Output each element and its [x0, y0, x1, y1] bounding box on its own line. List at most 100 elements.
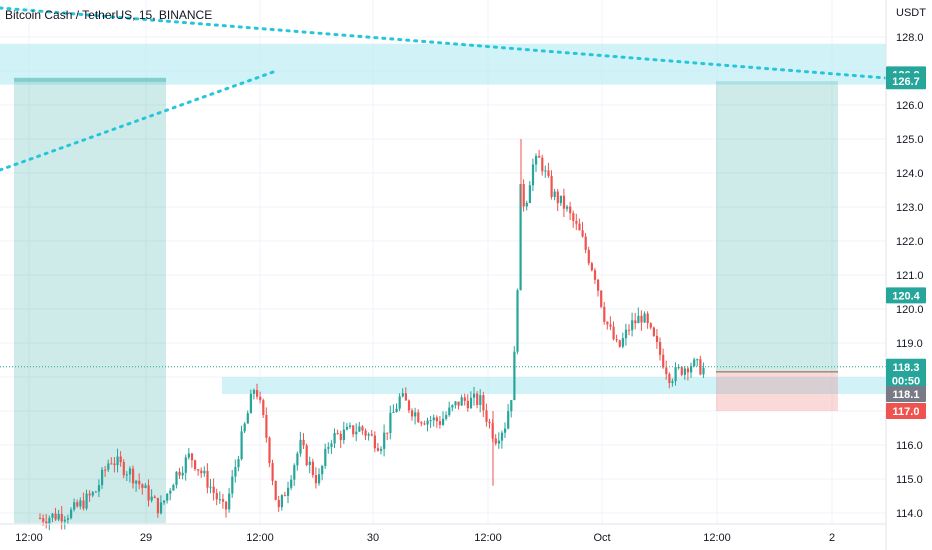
candle-body [411, 410, 414, 417]
candle-body [187, 453, 190, 458]
candle-body [451, 405, 454, 408]
candle-body [668, 373, 671, 384]
candle-body [569, 206, 572, 214]
candle-body [438, 421, 442, 425]
price-tag [886, 372, 926, 389]
candle-body [696, 359, 699, 361]
candle-body [407, 400, 411, 411]
candle-body [401, 393, 404, 397]
candle-body [153, 496, 156, 498]
candle-body [333, 432, 336, 444]
candle-body [330, 443, 333, 447]
candle-body [243, 423, 246, 432]
candle-body [265, 414, 268, 438]
candle-body [287, 487, 290, 496]
candle-body [606, 321, 609, 325]
candle-body [76, 502, 79, 507]
y-tick-label: 124.0 [896, 168, 924, 180]
candle-body [268, 437, 271, 464]
candle-body [240, 431, 243, 460]
long-target-box-right [716, 81, 838, 374]
candle-body [314, 475, 318, 484]
candle-body [215, 492, 218, 500]
y-tick-label: 128.0 [896, 32, 924, 44]
candle-body [249, 393, 252, 414]
y-tick-label: 126.0 [896, 100, 924, 112]
candle-body [290, 479, 293, 488]
candle-body [587, 249, 590, 264]
candle-body [479, 395, 482, 405]
candle-body [370, 434, 373, 436]
candle-body [429, 420, 432, 422]
candle-body [345, 426, 349, 430]
x-tick-label: 29 [140, 532, 152, 544]
candle-body [593, 270, 597, 280]
candle-body [389, 412, 392, 433]
candle-body [361, 426, 364, 431]
candle-body [646, 313, 649, 324]
candle-body [649, 323, 652, 328]
candle-body [541, 157, 544, 172]
candle-body [94, 491, 97, 493]
candle-body [339, 433, 342, 441]
candle-body [615, 339, 618, 341]
candle-body [172, 485, 175, 491]
candle-body [327, 446, 330, 449]
y-tick-label: 120.0 [896, 304, 924, 316]
candle-body [190, 453, 194, 461]
candle-body [256, 389, 259, 397]
candle-body [141, 484, 144, 489]
candle-body [417, 412, 420, 423]
candle-body [454, 401, 457, 406]
y-tick-label: 119.0 [896, 338, 923, 350]
x-tick-label: 30 [367, 532, 379, 544]
x-tick-label: 12:00 [703, 532, 731, 544]
candle-body [225, 501, 228, 510]
candle-body [519, 184, 522, 291]
candle-body [504, 428, 507, 433]
candle-body [395, 408, 398, 413]
price-tag-label: 00:50 [892, 375, 920, 387]
candle-body [308, 461, 311, 466]
candle-body [432, 417, 435, 421]
candle-body [194, 460, 197, 470]
chart-title: Bitcoin Cash / TetherUS, 15, BINANCE [5, 8, 212, 22]
candle-body [45, 521, 48, 524]
price-tag [886, 358, 926, 375]
candle-body [138, 480, 141, 485]
candle-body [640, 315, 643, 323]
candle-body [686, 368, 690, 373]
candle-body [482, 395, 485, 411]
candle-body [135, 480, 138, 484]
candle-body [562, 195, 566, 209]
candle-body [476, 393, 479, 405]
currency-label: USDT [896, 7, 926, 19]
candle-body [144, 485, 147, 489]
candle-body [221, 499, 225, 502]
candle-body [228, 493, 231, 510]
price-tag-label: 120.4 [892, 290, 920, 302]
candle-body [702, 367, 705, 375]
candle-body [398, 396, 401, 409]
candle-body [237, 459, 240, 468]
candle-body [104, 469, 107, 471]
candle-body [435, 417, 438, 422]
candle-body [448, 407, 451, 416]
candle-body [525, 202, 528, 207]
candle-body [643, 313, 646, 323]
candle-body [60, 514, 63, 522]
candle-body [466, 400, 469, 409]
candle-body [522, 184, 525, 207]
candle-body [252, 389, 256, 394]
candle-body [699, 359, 702, 375]
x-tick-label: Oct [593, 532, 610, 544]
candle-body [159, 502, 163, 514]
price-tag-label: 117.0 [893, 406, 920, 418]
candle-body [603, 306, 606, 322]
candle-body [510, 400, 513, 412]
candle-body [79, 500, 82, 507]
candle-body [590, 263, 593, 271]
candle-body [54, 513, 57, 520]
